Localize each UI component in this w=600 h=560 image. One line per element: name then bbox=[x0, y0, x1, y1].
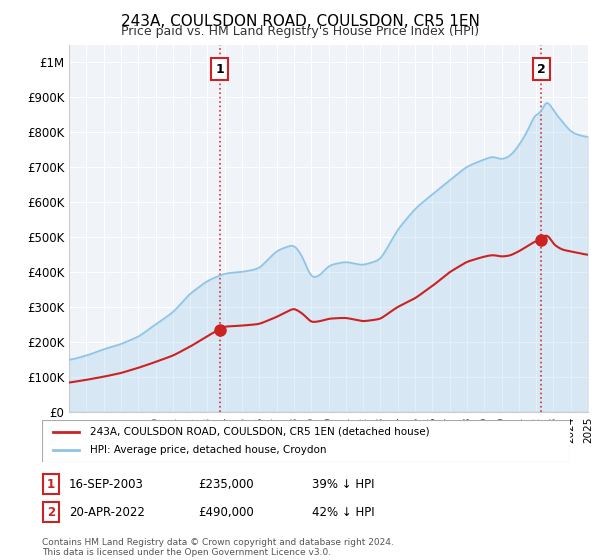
Text: £490,000: £490,000 bbox=[198, 506, 254, 519]
Text: 1: 1 bbox=[47, 478, 55, 491]
Text: Price paid vs. HM Land Registry's House Price Index (HPI): Price paid vs. HM Land Registry's House … bbox=[121, 25, 479, 38]
Text: 1: 1 bbox=[215, 63, 224, 76]
Text: 2: 2 bbox=[47, 506, 55, 519]
Text: 42% ↓ HPI: 42% ↓ HPI bbox=[312, 506, 374, 519]
Text: 39% ↓ HPI: 39% ↓ HPI bbox=[312, 478, 374, 491]
Text: This data is licensed under the Open Government Licence v3.0.: This data is licensed under the Open Gov… bbox=[42, 548, 331, 557]
Text: £235,000: £235,000 bbox=[198, 478, 254, 491]
Text: 16-SEP-2003: 16-SEP-2003 bbox=[69, 478, 144, 491]
Text: 2: 2 bbox=[537, 63, 545, 76]
Text: HPI: Average price, detached house, Croydon: HPI: Average price, detached house, Croy… bbox=[89, 445, 326, 455]
Text: 243A, COULSDON ROAD, COULSDON, CR5 1EN: 243A, COULSDON ROAD, COULSDON, CR5 1EN bbox=[121, 14, 479, 29]
Text: Contains HM Land Registry data © Crown copyright and database right 2024.: Contains HM Land Registry data © Crown c… bbox=[42, 538, 394, 547]
Text: 243A, COULSDON ROAD, COULSDON, CR5 1EN (detached house): 243A, COULSDON ROAD, COULSDON, CR5 1EN (… bbox=[89, 427, 429, 437]
Text: 20-APR-2022: 20-APR-2022 bbox=[69, 506, 145, 519]
